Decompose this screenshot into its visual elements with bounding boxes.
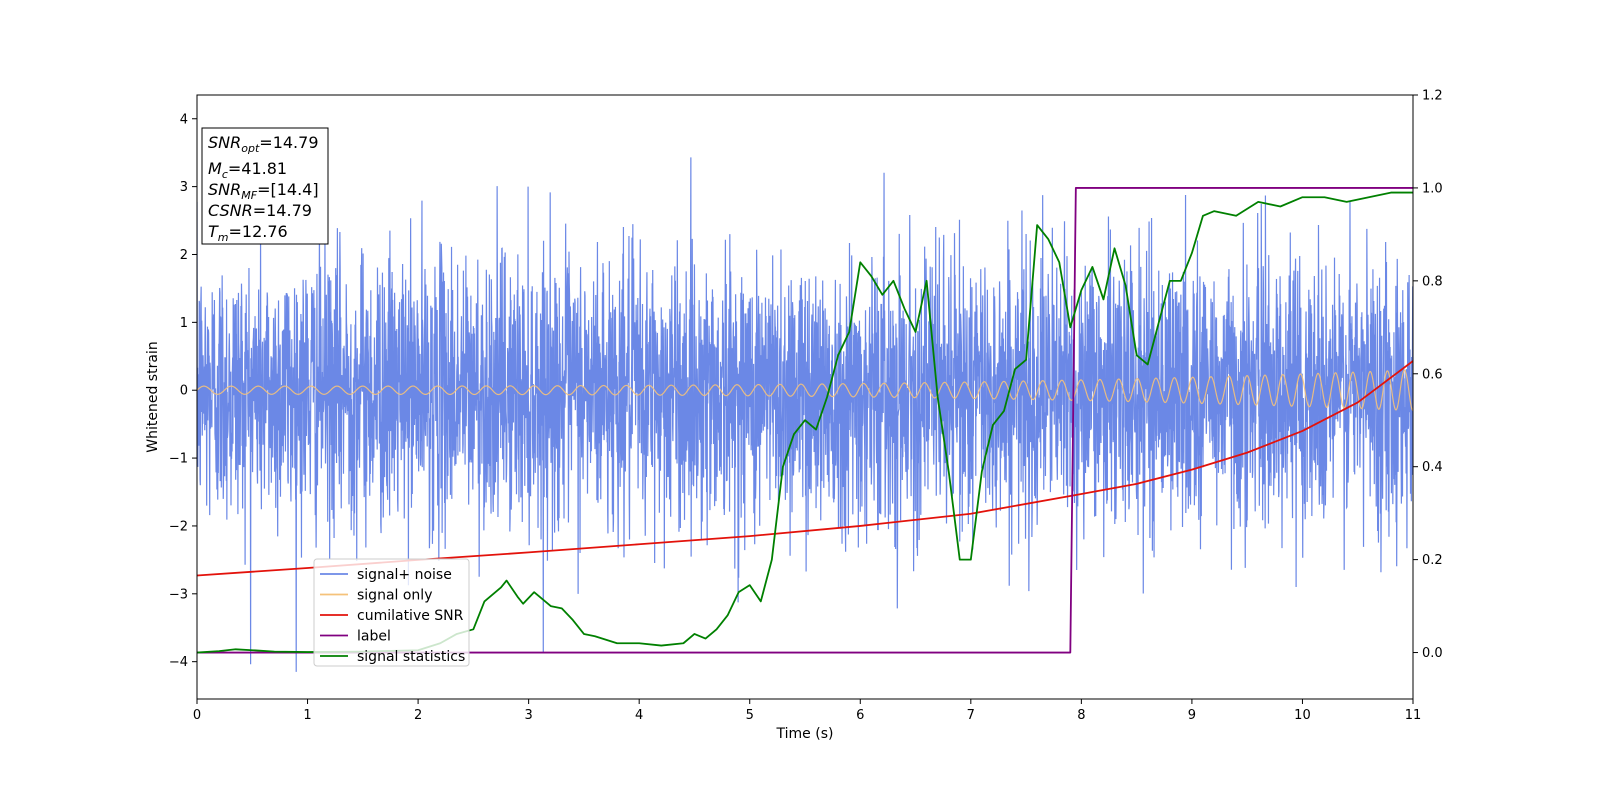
y-left-tick-label: 4	[180, 112, 188, 127]
x-tick-label: 3	[524, 708, 532, 723]
y-left-tick-label: −2	[169, 519, 188, 534]
x-tick-label: 9	[1188, 708, 1196, 723]
y-left-tick-label: −3	[169, 587, 188, 602]
y-right-tick-label: 0.0	[1422, 646, 1443, 661]
y-axis-label: Whitened strain	[145, 341, 161, 452]
plot-frame	[196, 94, 1414, 700]
y-right-tick-label: 0.2	[1422, 553, 1443, 568]
legend-label-cumilative-snr: cumilative SNR	[357, 608, 464, 624]
y-right-tick-label: 0.4	[1422, 460, 1443, 475]
series-signal-noise	[197, 157, 1413, 672]
legend-label-signal-only: signal only	[357, 588, 432, 604]
x-tick-label: 5	[746, 708, 754, 723]
y-left-tick-label: 3	[180, 180, 188, 195]
annotation-line: SNRopt=14.79	[208, 133, 319, 155]
legend-label-signal-noise: signal+ noise	[357, 567, 452, 583]
series-label	[197, 187, 1413, 654]
x-tick-label: 11	[1405, 708, 1422, 723]
annotation-line: SNRMF=[14.4]	[208, 180, 319, 202]
annotation-line: Mc=41.81	[208, 159, 287, 181]
x-tick-label: 6	[856, 708, 864, 723]
legend-frame	[313, 558, 470, 667]
stats-annotation: SNRopt=14.79 Mc=41.81SNRMF=[14.4]CSNR=14.…	[201, 127, 329, 245]
x-tick-label: 7	[967, 708, 975, 723]
y-right-tick-label: 1.0	[1422, 181, 1443, 196]
y-right-tick-label: 0.8	[1422, 274, 1443, 289]
x-tick-label: 4	[635, 708, 643, 723]
y-left-tick-label: 1	[180, 316, 188, 331]
legend-label-label: label	[357, 629, 391, 645]
series-cumilative-snr	[197, 360, 1413, 577]
x-tick-label: 1	[303, 708, 311, 723]
legend-label-signal-statistics: signal statistics	[357, 649, 465, 665]
series-signal-only	[197, 369, 1413, 412]
annotation-line: Tm=12.76	[208, 222, 288, 244]
y-right-tick-label: 0.6	[1422, 367, 1443, 382]
x-axis-label: Time (s)	[776, 726, 834, 742]
y-left-tick-label: −1	[169, 452, 188, 467]
y-axis-right: 0.0 0.2 0.4 0.6 0.8 1.0 1.2	[1413, 89, 1443, 661]
y-left-tick-label: 2	[180, 248, 188, 263]
legend: signal+ noise signal only cumilative SNR la…	[313, 558, 470, 667]
y-axis-left: −4 −3 −2 −1 0 1 2 3 4	[169, 112, 197, 670]
x-tick-label: 8	[1077, 708, 1085, 723]
x-tick-label: 0	[193, 708, 201, 723]
y-right-tick-label: 1.2	[1422, 89, 1443, 104]
x-tick-label: 2	[414, 708, 422, 723]
annotation-line: CSNR=14.79	[208, 201, 312, 220]
annotation-frame	[201, 127, 329, 245]
plot-area	[197, 157, 1413, 672]
x-tick-label: 10	[1294, 708, 1311, 723]
series-signal-statistics	[197, 191, 1413, 654]
y-left-tick-label: −4	[169, 655, 188, 670]
y-left-tick-label: 0	[180, 384, 188, 399]
x-axis: 0 1 2 3 4 5 6 7 8 9 10 11	[193, 699, 1421, 723]
